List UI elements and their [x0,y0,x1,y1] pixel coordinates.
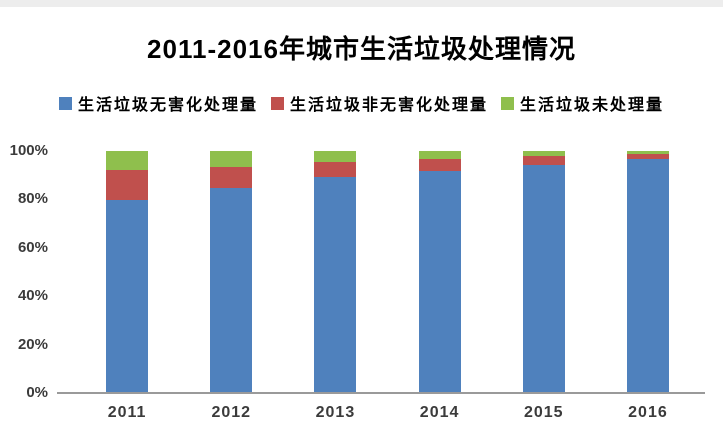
bar-cell-2013 [283,151,387,393]
bar-group-2013 [314,151,357,393]
bar-group-2016 [626,151,669,393]
bar-segment [626,153,669,160]
bar-segment [210,151,253,167]
x-axis-line [57,392,705,394]
bar-group-2014 [418,151,461,393]
bar-cell-2016 [596,151,700,393]
legend-swatch-icon [501,96,514,110]
bar-segment [626,151,669,154]
bar-segment [522,151,565,156]
x-axis-label: 2012 [211,404,252,421]
bar-segment [314,161,357,177]
legend-swatch-icon [270,96,284,110]
y-tick-label: 100% [9,142,48,159]
legend-label: 生活垃圾非无害化处理量 [289,97,488,114]
bar-segment [210,187,253,393]
bar-cell-2014 [388,151,492,393]
bar-segment [106,170,149,201]
bar-segment [106,151,149,171]
y-tick-label: 60% [17,238,48,256]
top-edge-strip [0,0,723,7]
x-axis-label: 2011 [107,404,147,421]
legend-item-1: 生活垃圾非无害化处理量 [270,91,488,115]
legend-label: 生活垃圾未处理量 [520,97,665,114]
x-axis-label: 2013 [315,404,356,421]
y-axis: 100% 80% 60% 40% 20% 0% [0,142,48,401]
x-axis-labels: 2011 2012 2013 2014 2015 2016 [75,404,700,422]
legend-label: 生活垃圾无害化处理量 [77,97,258,114]
bar-group-2015 [522,151,565,393]
bars-container [75,151,700,393]
y-tick-label: 80% [17,190,48,208]
bar-segment [418,158,461,171]
bar-segment [626,159,669,393]
bar-segment [314,176,357,393]
bar-segment [522,165,565,393]
bar-cell-2015 [492,151,596,393]
x-axis-label: 2014 [419,404,460,421]
y-tick-label: 20% [17,335,48,353]
bar-segment [314,151,357,162]
bar-cell-2011 [75,151,179,393]
bar-group-2011 [106,151,149,393]
y-tick-label: 40% [17,287,48,305]
chart-title: 2011-2016年城市生活垃圾处理情况 [147,34,576,64]
legend-item-0: 生活垃圾无害化处理量 [58,91,258,115]
bar-segment [522,155,565,166]
legend-swatch-icon [58,96,72,110]
legend-item-2: 生活垃圾未处理量 [501,91,664,115]
bar-group-2012 [210,151,253,393]
bar-segment [418,151,461,159]
bar-segment [106,200,149,393]
chart-legend: 生活垃圾无害化处理量 生活垃圾非无害化处理量 生活垃圾未处理量 [0,91,723,115]
bar-segment [418,170,461,393]
bar-segment [210,166,253,188]
x-axis-label: 2015 [523,404,564,421]
y-tick-label: 0% [26,384,48,401]
bar-cell-2012 [179,151,283,393]
x-axis-label: 2016 [628,404,668,421]
